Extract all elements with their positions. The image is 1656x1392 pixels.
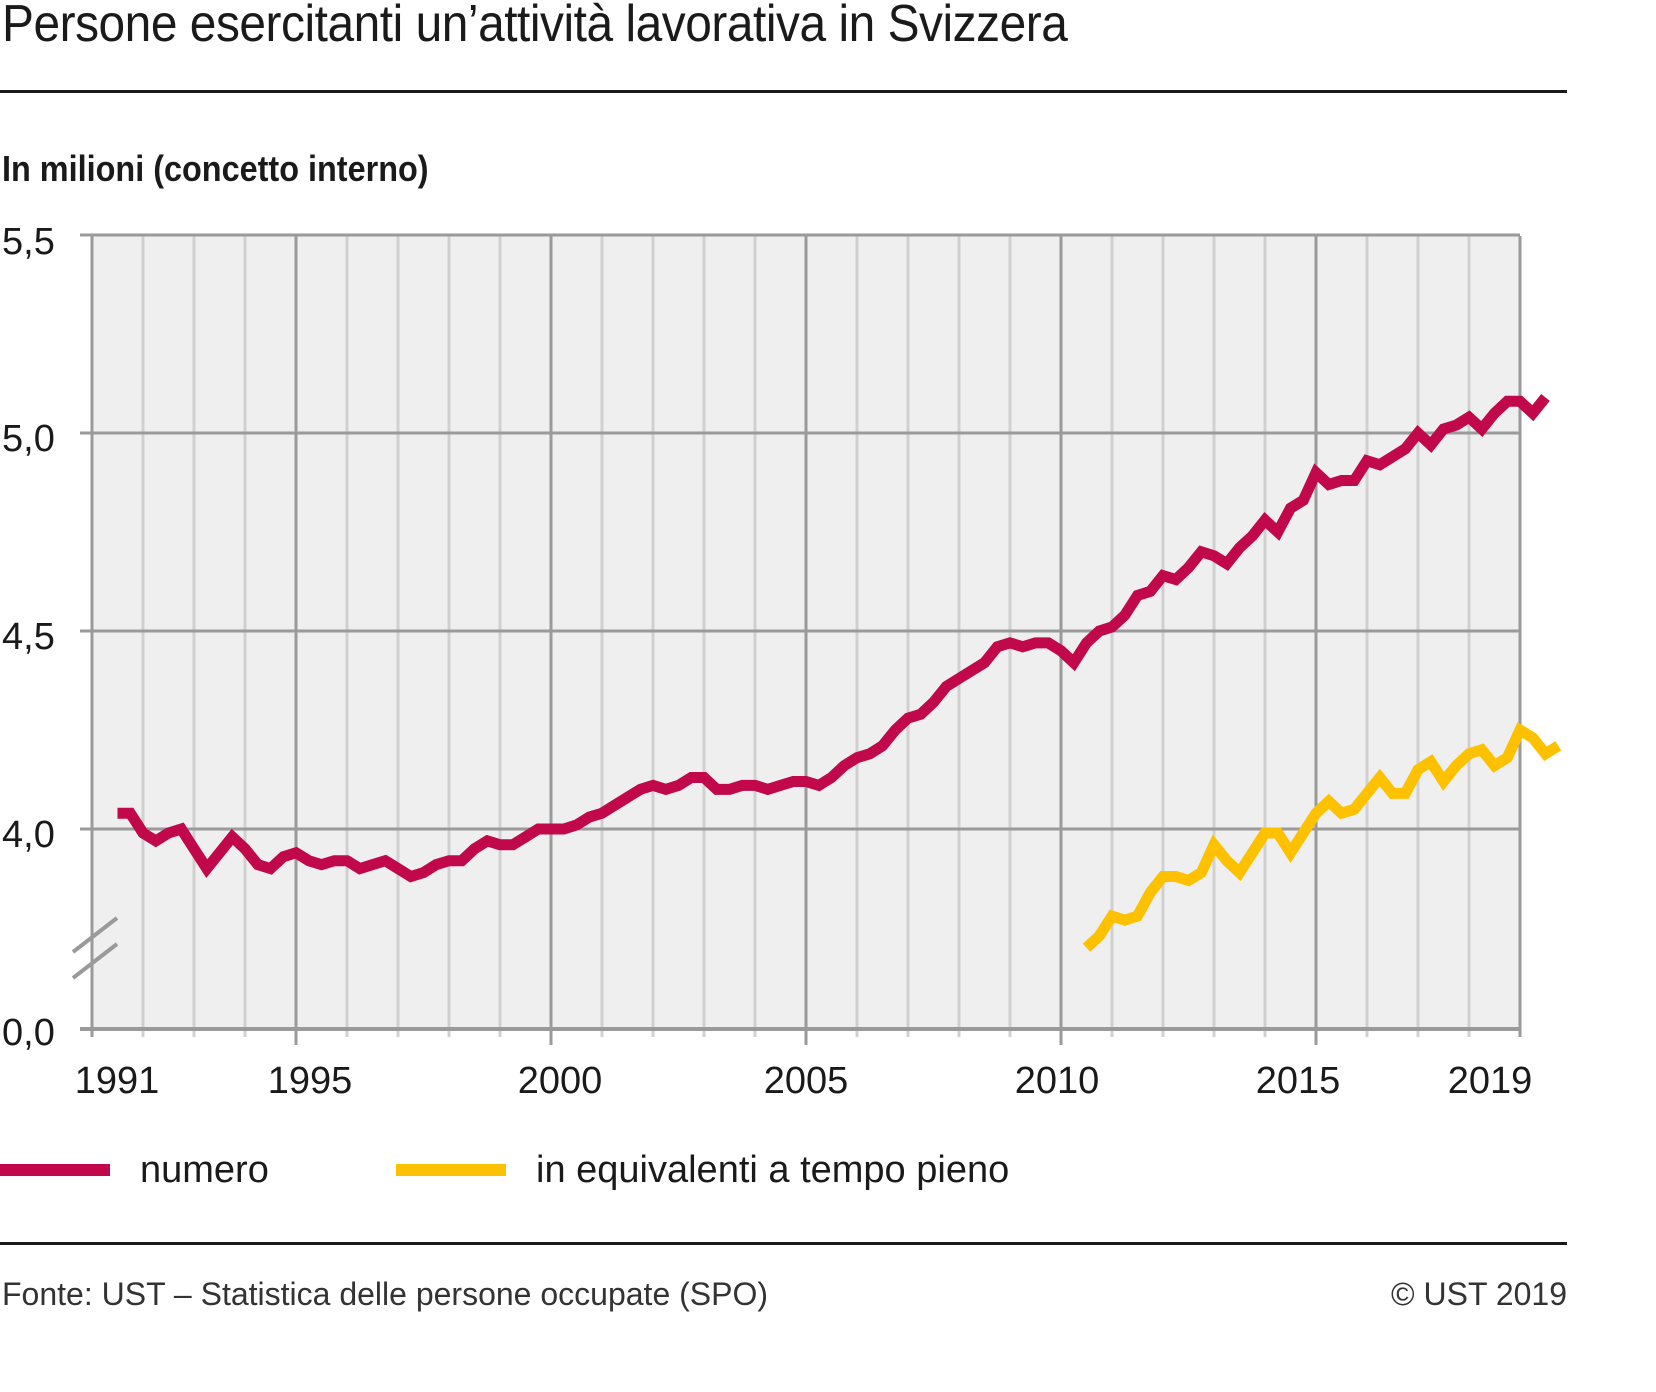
y-tick-label: 5,5 — [2, 221, 55, 263]
axis-break-line — [71, 916, 119, 954]
source-note: Fonte: UST – Statistica delle persone oc… — [2, 1276, 769, 1312]
legend-item-fte: in equivalenti a tempo pieno — [396, 1145, 1009, 1195]
legend-label: numero — [140, 1148, 269, 1191]
axis-break-line — [71, 942, 119, 980]
title-divider — [0, 90, 1567, 93]
y-tick-label: 4,5 — [2, 616, 55, 658]
x-axis-labels: 1991 1995 2000 2005 2010 2015 2019 — [75, 1060, 1533, 1102]
legend-swatch-numero — [0, 1164, 110, 1176]
copyright-note: © UST 2019 — [1391, 1276, 1567, 1312]
y-axis-labels: 5,5 5,0 4,5 4,0 0,0 — [2, 221, 55, 1054]
x-tick-label: 1991 — [75, 1060, 160, 1102]
chart-title: Persone esercitanti un’attività lavorati… — [2, 0, 1068, 53]
legend-label: in equivalenti a tempo pieno — [536, 1148, 1010, 1191]
legend-item-numero: numero — [0, 1145, 269, 1195]
x-tick-label: 2019 — [1448, 1060, 1533, 1102]
footer-divider — [0, 1242, 1567, 1245]
y-tick-label: 4,0 — [2, 814, 55, 856]
series-line-fte — [1082, 722, 1562, 952]
x-tick-label: 2005 — [764, 1060, 849, 1102]
axis-break-marker — [71, 916, 119, 980]
grid — [80, 233, 1522, 1045]
line-chart: 5,5 5,0 4,5 4,0 0,0 1991 1995 2000 2005 … — [2, 221, 1562, 1102]
chart-subtitle: In milioni (concetto interno) — [2, 148, 429, 189]
x-tick-label: 2000 — [518, 1060, 603, 1102]
x-tick-label: 2010 — [1015, 1060, 1100, 1102]
y-tick-label: 5,0 — [2, 418, 55, 460]
series-line-numero — [117, 393, 1550, 883]
x-tick-label: 1995 — [268, 1060, 353, 1102]
x-tick-label: 2015 — [1256, 1060, 1341, 1102]
y-tick-label: 0,0 — [2, 1012, 55, 1054]
legend-swatch-fte — [396, 1164, 506, 1176]
series-lines — [117, 393, 1562, 952]
